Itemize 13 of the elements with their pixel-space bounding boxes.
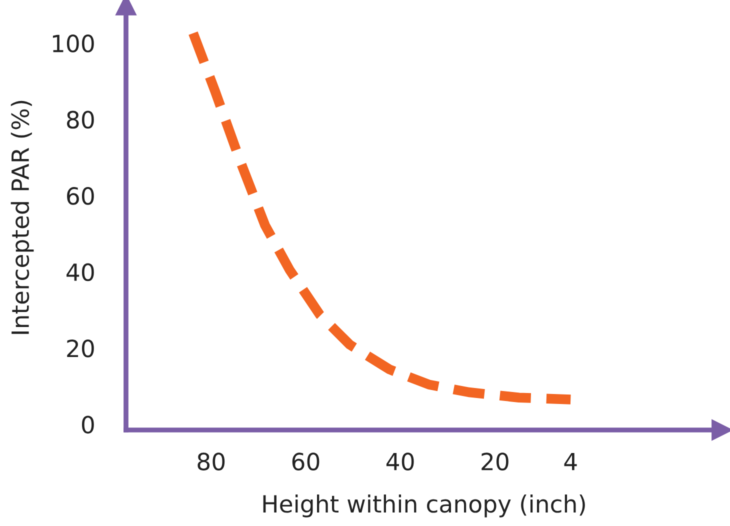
y-tick-label: 20 — [67, 340, 94, 358]
x-tick-label: 60 — [292, 452, 320, 471]
y-tick-label: 60 — [67, 187, 94, 205]
y-tick-label: 40 — [66, 263, 94, 282]
y-axis-title: Intercepted PAR (%) — [10, 100, 34, 334]
x-tick-label: 80 — [198, 452, 225, 471]
x-axis-title: Height within canopy (inch) — [263, 494, 585, 518]
y-tick-label: 80 — [67, 110, 94, 129]
y-tick-label: 100 — [52, 34, 94, 52]
x-tick-label: 20 — [482, 452, 508, 471]
y-tick-label: 0 — [82, 416, 94, 434]
x-tick-label: 4 — [564, 452, 577, 470]
x-tick-label: 40 — [386, 452, 414, 471]
